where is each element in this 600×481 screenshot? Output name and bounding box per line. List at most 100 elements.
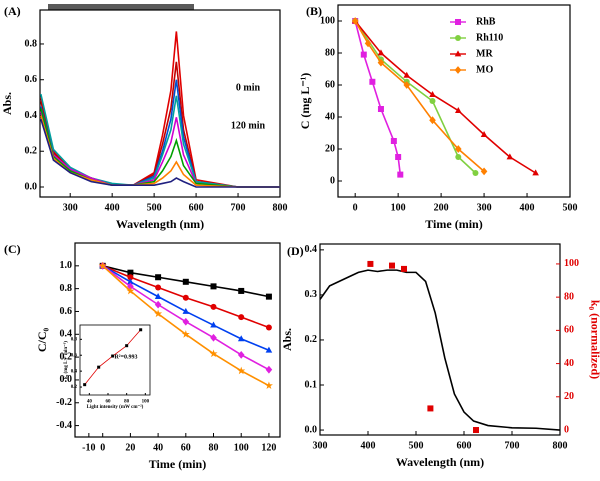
x-tick-label: 120 — [261, 442, 276, 453]
x-axis-title: Light intensity (mW cm⁻²) — [87, 404, 144, 410]
x-axis-title: Time (min) — [425, 217, 482, 231]
marker — [238, 314, 245, 321]
y-tick-label: 0.2 — [25, 146, 38, 157]
marker — [155, 274, 162, 281]
marker — [237, 350, 245, 359]
x-tick-label: 700 — [231, 202, 246, 213]
y-tick-label: 0.1 — [305, 379, 318, 390]
marker — [127, 274, 134, 281]
y-tick-label: 0.4 — [25, 110, 38, 121]
series-line — [40, 93, 280, 188]
inset-frame — [79, 324, 151, 396]
marker — [397, 171, 404, 178]
marker — [364, 39, 372, 48]
y-tick-label: 0.4 — [71, 369, 78, 374]
marker — [454, 66, 462, 74]
marker — [455, 107, 462, 113]
x-tick-label: 40 — [87, 400, 93, 405]
y-tick-label: 0.0 — [25, 181, 38, 192]
marker — [455, 145, 462, 153]
marker — [377, 58, 385, 67]
x-tick-label: 800 — [273, 202, 288, 213]
marker — [83, 383, 87, 387]
marker — [97, 365, 101, 369]
y-tick-label: 0.6 — [60, 306, 73, 317]
y-tick-label: 20 — [325, 143, 335, 154]
y2-tick-label: 60 — [564, 325, 574, 336]
y-tick-label: 0.8 — [60, 283, 73, 294]
panel: 300 400 500 600 700 800 0.0 0.2 0.4 0.6 0.8 (A) Wave… — [0, 4, 288, 231]
y-tick-label: 0.4 — [60, 329, 73, 340]
x-tick-label: 400 — [105, 202, 120, 213]
panel: 40 60 80 100 0.2 0.4 0.6 0.8 Light intensity (mW… — [63, 324, 151, 410]
plot-frame — [337, 4, 571, 198]
y-axis-title: Abs. — [280, 328, 294, 351]
x-tick-label: 100 — [391, 202, 406, 213]
marker — [210, 303, 217, 310]
x-tick-label: 800 — [553, 440, 568, 451]
x-tick-label: 400 — [520, 202, 535, 213]
x-tick-label: 500 — [409, 440, 424, 451]
x-tick-label: 0 — [100, 442, 105, 453]
marker — [389, 262, 395, 269]
marker — [367, 260, 374, 267]
marker — [403, 81, 411, 89]
y-axis-title: C/C₀ — [35, 327, 49, 352]
x-axis-title: Time (min) — [149, 457, 206, 471]
x-tick-label: 700 — [505, 440, 520, 451]
series-line — [320, 269, 560, 431]
y-axis-title: C (mg L⁻¹) — [298, 73, 312, 130]
x-tick-label: 600 — [457, 440, 472, 451]
y2-axis-title: k₀ (normalized) — [588, 300, 600, 379]
y-tick-label: 0.2 — [71, 385, 78, 390]
marker — [265, 293, 272, 300]
marker — [98, 261, 107, 270]
marker — [238, 287, 245, 294]
x-axis-title: Wavelength (nm) — [396, 455, 484, 469]
panel-label: (A) — [4, 4, 21, 18]
marker — [429, 98, 436, 104]
marker — [155, 284, 162, 291]
marker — [506, 153, 514, 160]
y-tick-label: -0.4 — [56, 420, 72, 431]
marker — [369, 78, 376, 85]
marker — [403, 71, 411, 78]
x-tick-label: 400 — [361, 440, 376, 451]
x-tick-label: -10 — [82, 442, 95, 453]
x-tick-label: 60 — [106, 400, 112, 405]
x-axis-title: Wavelength (nm) — [116, 217, 204, 231]
y-axis-title: k₀ (mg L⁻¹ min⁻¹) — [63, 341, 69, 379]
marker — [264, 381, 273, 390]
marker — [210, 321, 217, 328]
plot-frame — [319, 243, 561, 436]
y-tick-label: 100 — [320, 15, 335, 26]
marker — [127, 282, 134, 291]
marker — [454, 50, 462, 57]
legend-label: RhB — [476, 16, 496, 27]
marker — [111, 354, 115, 358]
legend-label: MR — [476, 48, 493, 59]
marker — [237, 335, 245, 342]
marker — [126, 286, 135, 295]
marker — [480, 167, 488, 176]
marker — [429, 91, 436, 97]
marker — [401, 265, 407, 272]
series-line — [354, 20, 477, 174]
marker — [265, 346, 273, 353]
marker — [210, 283, 217, 290]
marker — [390, 138, 397, 144]
marker — [429, 116, 436, 125]
marker — [209, 349, 218, 358]
marker — [139, 328, 143, 332]
y-tick-label: 0.8 — [71, 337, 78, 342]
x-tick-label: 20 — [125, 442, 135, 453]
y2-tick-label: 80 — [564, 291, 574, 302]
y-tick-label: 60 — [325, 79, 335, 90]
x-tick-label: 500 — [147, 202, 162, 213]
marker — [377, 106, 384, 112]
annotation: 120 min — [231, 120, 266, 131]
x-tick-label: 0 — [353, 202, 358, 213]
marker — [532, 169, 539, 176]
x-tick-label: 40 — [153, 442, 163, 453]
